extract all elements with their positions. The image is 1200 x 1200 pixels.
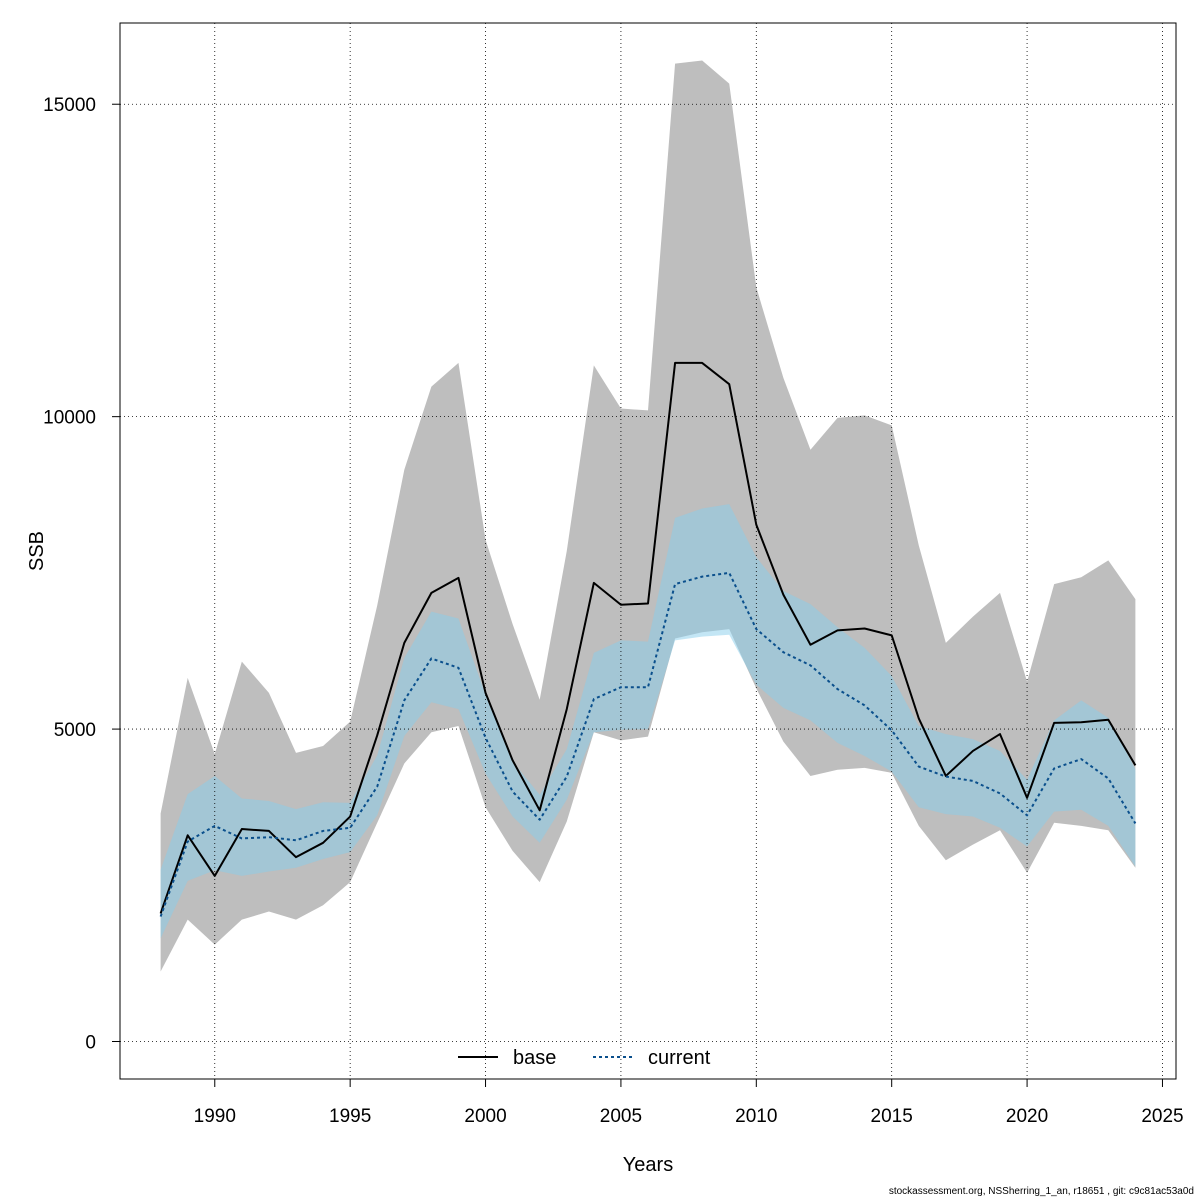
x-tick-label: 1995: [329, 1106, 371, 1127]
y-tick-label: 0: [85, 1033, 96, 1054]
x-tick-label: 1990: [194, 1106, 236, 1127]
y-axis: 0 5000 10000 15000: [43, 95, 121, 1054]
x-axis: 1990 1995 2000 2005 2010 2015 2020 2025: [194, 1078, 1184, 1127]
legend: base current: [458, 1047, 711, 1069]
x-tick-label: 2020: [1006, 1106, 1048, 1127]
confidence-bands: [160, 60, 1136, 972]
y-tick-label: 10000: [43, 408, 96, 429]
x-tick-label: 2000: [464, 1106, 506, 1127]
series-lines: [159, 361, 1137, 917]
x-tick-label: 2015: [871, 1106, 913, 1127]
y-axis-title: SSB: [26, 531, 48, 571]
y-tick-label: 15000: [43, 95, 96, 116]
band-current: [160, 504, 1136, 939]
footer-credit: stockassessment.org, NSSherring_1_an, r1…: [888, 1186, 1194, 1197]
x-tick-label: 2005: [600, 1106, 642, 1127]
legend-label-base: base: [513, 1047, 556, 1069]
x-axis-title: Years: [623, 1154, 673, 1176]
x-tick-label: 2010: [735, 1106, 777, 1127]
y-tick-label: 5000: [54, 720, 96, 741]
x-tick-label: 2025: [1141, 1106, 1183, 1127]
series-line-base: [159, 361, 1137, 914]
grid-lines: [120, 23, 1176, 1079]
series-line-current: [159, 571, 1137, 917]
legend-label-current: current: [648, 1047, 711, 1069]
